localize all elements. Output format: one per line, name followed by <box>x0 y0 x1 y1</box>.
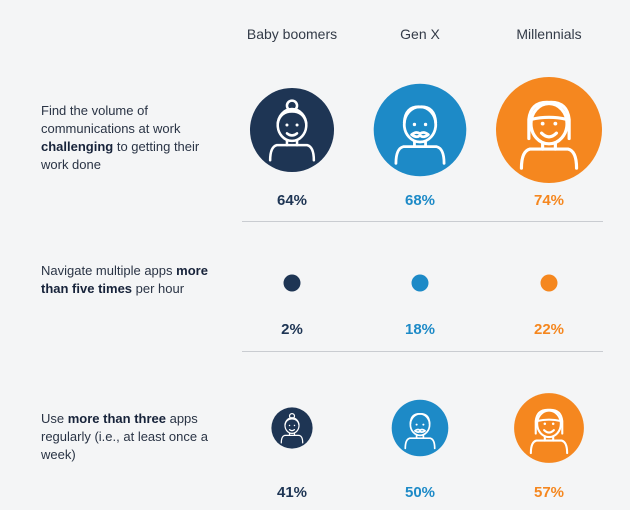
bubble-circle <box>496 77 602 183</box>
bubble-baby-boomers-row-1 <box>249 87 335 173</box>
value-label: 22% <box>534 321 564 338</box>
value-label: 64% <box>277 192 307 209</box>
bubble-gen-x-row-3 <box>391 399 449 457</box>
bubble-millennials-row-2 <box>540 274 558 292</box>
row-label-part: challenging <box>41 139 114 154</box>
divider-1 <box>242 221 603 222</box>
row-label-part: more than five times <box>41 263 208 296</box>
millennial-face-icon <box>529 408 569 455</box>
bubble-millennials-row-1 <box>496 77 602 183</box>
value-label: 74% <box>534 192 564 209</box>
bubble-gen-x-row-1 <box>373 83 467 177</box>
row-label-part: more than three <box>67 411 166 426</box>
bubble-circle <box>283 274 301 292</box>
bubble-circle <box>411 274 429 292</box>
bubble-millennials-row-3 <box>514 393 584 463</box>
row-label-navigate-apps: Navigate multiple apps more than five ti… <box>41 262 211 298</box>
value-label: 41% <box>277 484 307 501</box>
value-label: 2% <box>281 321 303 338</box>
bubble-circle <box>540 274 558 292</box>
bubble-baby-boomers-row-2 <box>283 274 301 292</box>
baby-boomer-face-icon <box>268 99 316 162</box>
header-baby-boomers: Baby boomers <box>246 26 338 42</box>
bubble-gen-x-row-2 <box>411 274 429 292</box>
row-label-part: per hour <box>132 281 185 296</box>
header-millennials: Millennials <box>516 26 582 42</box>
row-label-part: Find the volume of communications at wor… <box>41 103 181 136</box>
row-label-part: Navigate multiple apps <box>41 263 177 278</box>
millennial-face-icon <box>519 100 579 170</box>
row-label-part: apps regularly (i.e., at least once a we… <box>41 411 208 462</box>
bubble-circle <box>391 399 449 457</box>
bubble-circle <box>514 393 584 463</box>
gen-x-face-icon <box>404 412 436 450</box>
bubble-circle <box>373 83 467 177</box>
value-label: 57% <box>534 484 564 501</box>
gen-x-face-icon <box>394 105 446 165</box>
divider-2 <box>242 351 603 352</box>
row-label-part: to getting their work done <box>41 139 200 172</box>
row-label-use-apps: Use more than three apps regularly (i.e.… <box>41 410 211 464</box>
value-label: 50% <box>405 484 435 501</box>
value-label: 18% <box>405 321 435 338</box>
header-gen-x: Gen X <box>400 26 440 42</box>
row-label-part: Use <box>41 411 68 426</box>
bubble-baby-boomers-row-3 <box>271 407 313 449</box>
value-label: 68% <box>405 192 435 209</box>
row-label-communications: Find the volume of communications at wor… <box>41 102 211 174</box>
baby-boomer-face-icon <box>280 412 304 444</box>
